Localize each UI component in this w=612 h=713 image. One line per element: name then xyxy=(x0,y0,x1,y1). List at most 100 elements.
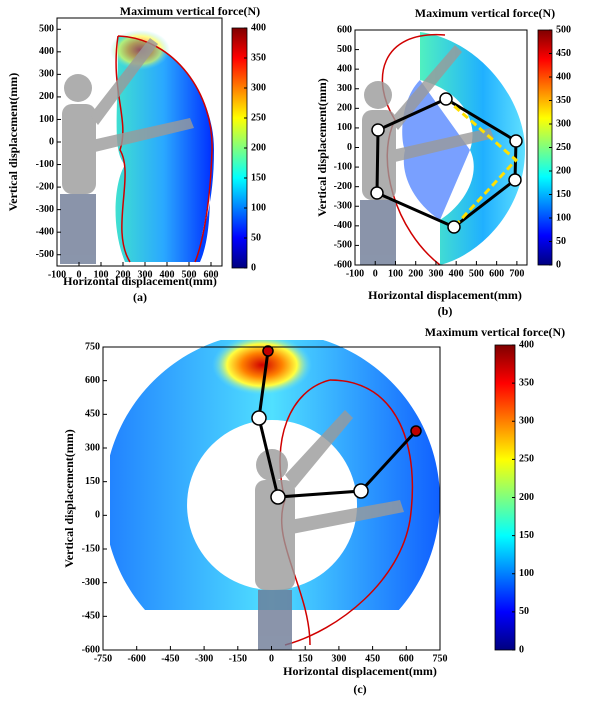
y-tick-label: -600 xyxy=(82,644,100,655)
y-tick-label: 600 xyxy=(85,375,100,386)
x-tick-label: 200 xyxy=(116,269,131,280)
y-tick-label: -400 xyxy=(334,220,352,231)
y-tick-label: -100 xyxy=(334,161,352,172)
colorbar-tick-label: 100 xyxy=(519,568,534,579)
colorbar-tick-label: 300 xyxy=(556,118,571,129)
colorbar-title: Maximum vertical force(N) xyxy=(425,325,565,339)
colorbar-tick-label: 400 xyxy=(519,339,534,350)
y-tick-label: 300 xyxy=(337,83,352,94)
x-axis-label: Horizontal displacement(mm) xyxy=(368,288,522,302)
y-axis-label: Vertical displacement(mm) xyxy=(6,73,20,212)
x-tick-label: -450 xyxy=(161,653,179,664)
x-tick-label: 400 xyxy=(160,269,175,280)
y-tick-label: 300 xyxy=(39,69,54,80)
y-tick-label: 600 xyxy=(337,24,352,35)
x-tick-label: -150 xyxy=(229,653,247,664)
colorbar-tick-label: 300 xyxy=(251,82,266,93)
y-axis-label: Vertical displacement(mm) xyxy=(315,78,329,217)
x-tick-label: 750 xyxy=(433,653,448,664)
x-tick-label: 700 xyxy=(509,268,524,279)
y-axis-label: Vertical displacement(mm) xyxy=(62,429,76,568)
x-tick-label: 0 xyxy=(77,269,82,280)
colorbar-tick-label: 350 xyxy=(556,95,571,106)
panel-caption: (b) xyxy=(438,304,453,318)
colorbar-title: Maximum vertical force(N) xyxy=(415,6,555,20)
x-tick-label: 300 xyxy=(428,268,443,279)
y-tick-label: 750 xyxy=(85,341,100,352)
colorbar-tick-label: 100 xyxy=(251,202,266,213)
y-tick-label: -300 xyxy=(334,201,352,212)
x-tick-label: -600 xyxy=(128,653,146,664)
x-tick-label: 600 xyxy=(489,268,504,279)
x-tick-label: 400 xyxy=(449,268,464,279)
y-tick-label: 450 xyxy=(85,409,100,420)
colorbar-tick-label: 400 xyxy=(556,71,571,82)
y-tick-label: -150 xyxy=(82,543,100,554)
x-tick-label: 300 xyxy=(331,653,346,664)
x-tick-label: -750 xyxy=(94,653,112,664)
x-tick-label: 300 xyxy=(138,269,153,280)
y-tick-label: -300 xyxy=(36,204,54,215)
colorbar-tick-label: 350 xyxy=(251,52,266,63)
x-tick-label: -100 xyxy=(48,269,66,280)
y-tick-label: -400 xyxy=(36,226,54,237)
human-figure xyxy=(60,38,494,650)
y-tick-label: 400 xyxy=(337,63,352,74)
x-tick-label: 500 xyxy=(469,268,484,279)
x-tick-label: -100 xyxy=(346,268,364,279)
colorbar-tick-label: 150 xyxy=(251,172,266,183)
y-tick-label: 200 xyxy=(39,91,54,102)
field-a xyxy=(110,30,214,263)
x-axis-label: Horizontal displacement(mm) xyxy=(63,274,217,288)
colorbar-tick-label: 0 xyxy=(519,644,524,655)
reach-curve xyxy=(284,379,414,646)
x-tick-label: -300 xyxy=(195,653,213,664)
x-tick-label: 200 xyxy=(408,268,423,279)
x-tick-label: 450 xyxy=(365,653,380,664)
y-tick-label: -500 xyxy=(334,240,352,251)
x-tick-label: 500 xyxy=(182,269,197,280)
colorbar-tick-label: 200 xyxy=(519,492,534,503)
y-tick-label: 500 xyxy=(39,24,54,35)
y-tick-label: 500 xyxy=(337,44,352,55)
y-tick-label: 0 xyxy=(95,510,100,521)
colorbar-tick-label: 200 xyxy=(556,165,571,176)
colorbar-tick-label: 50 xyxy=(251,232,261,243)
colorbar-tick-label: 500 xyxy=(556,24,571,35)
y-tick-label: 400 xyxy=(39,46,54,57)
colorbar-tick-label: 150 xyxy=(556,189,571,200)
y-tick-label: 100 xyxy=(39,114,54,125)
panel-caption: (a) xyxy=(133,290,147,304)
colorbar-tick-label: 250 xyxy=(519,454,534,465)
colorbar-tick-label: 150 xyxy=(519,530,534,541)
colorbar-tick-label: 350 xyxy=(519,377,534,388)
x-tick-label: 600 xyxy=(399,653,414,664)
y-tick-label: 300 xyxy=(85,442,100,453)
linkage xyxy=(251,92,523,505)
y-tick-label: 0 xyxy=(49,136,54,147)
panel-caption: (c) xyxy=(353,682,366,696)
y-tick-label: -200 xyxy=(36,181,54,192)
colorbar-tick-label: 50 xyxy=(519,606,529,617)
y-tick-label: -600 xyxy=(334,259,352,270)
colorbar-tick-label: 450 xyxy=(556,48,571,59)
colorbar-tick-label: 250 xyxy=(251,112,266,123)
x-tick-label: 600 xyxy=(204,269,219,280)
colorbar-tick-label: 400 xyxy=(251,22,266,33)
colorbar-tick-label: 100 xyxy=(556,212,571,223)
y-tick-label: -100 xyxy=(36,159,54,170)
y-tick-label: -200 xyxy=(334,181,352,192)
y-tick-label: 100 xyxy=(337,122,352,133)
colorbar-tick-label: 0 xyxy=(556,259,561,270)
x-tick-label: 0 xyxy=(269,653,274,664)
x-tick-label: 100 xyxy=(94,269,109,280)
y-tick-label: 0 xyxy=(347,142,352,153)
y-tick-label: -450 xyxy=(82,611,100,622)
x-axis-label: Horizontal displacement(mm) xyxy=(283,664,437,678)
colorbar-tick-label: 0 xyxy=(251,262,256,273)
colorbar-tick-label: 200 xyxy=(251,142,266,153)
colorbar-tick-label: 50 xyxy=(556,236,566,247)
x-tick-label: 150 xyxy=(298,653,313,664)
y-tick-label: -300 xyxy=(82,577,100,588)
